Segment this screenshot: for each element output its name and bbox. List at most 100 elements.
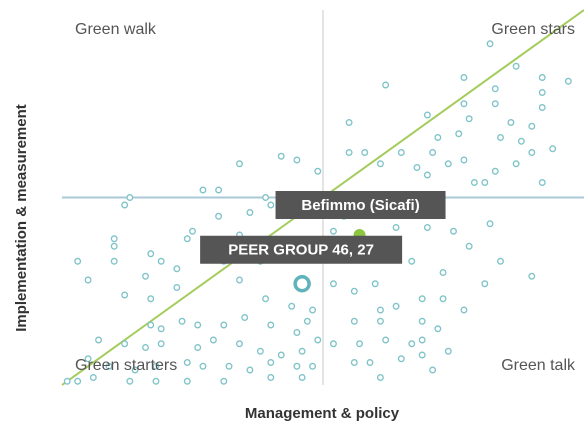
label-box — [200, 235, 403, 264]
point — [538, 89, 546, 96]
point — [121, 340, 129, 348]
point — [528, 122, 536, 130]
point — [199, 362, 207, 370]
point — [376, 317, 384, 325]
point — [423, 171, 431, 179]
point — [126, 194, 134, 201]
point — [429, 366, 437, 374]
point — [345, 119, 353, 126]
point — [236, 340, 243, 348]
point — [439, 295, 447, 303]
point — [236, 276, 243, 284]
point — [209, 336, 217, 344]
point — [157, 257, 165, 265]
point — [481, 280, 489, 288]
point — [460, 74, 468, 81]
point — [142, 272, 149, 280]
point — [293, 329, 301, 336]
point — [392, 302, 400, 310]
point — [376, 160, 384, 168]
point — [277, 351, 285, 359]
point — [366, 359, 374, 366]
point — [183, 235, 191, 243]
point — [423, 224, 431, 231]
point — [309, 362, 317, 370]
quadrant-label: Green walk — [75, 21, 157, 38]
highlight-label: Befimmo (Sicafi) — [301, 197, 419, 214]
point — [189, 227, 196, 235]
point — [298, 347, 306, 355]
point — [147, 295, 155, 303]
point — [309, 306, 317, 314]
point — [491, 167, 499, 175]
point — [408, 257, 416, 265]
point — [199, 186, 207, 194]
point — [131, 366, 139, 374]
point — [507, 119, 515, 126]
point — [538, 179, 546, 186]
point — [262, 194, 270, 201]
point — [215, 212, 223, 220]
point — [256, 347, 264, 355]
point — [267, 374, 275, 381]
point — [110, 257, 118, 265]
point — [236, 160, 243, 168]
point — [491, 100, 499, 108]
point — [408, 340, 416, 348]
point — [423, 111, 431, 119]
point — [215, 186, 223, 194]
point — [528, 272, 536, 280]
point — [277, 152, 285, 160]
quadrant-label: Green starters — [75, 357, 177, 374]
plot — [61, 9, 584, 386]
point — [397, 149, 405, 156]
point — [89, 374, 97, 381]
point — [246, 366, 254, 374]
point — [126, 377, 134, 385]
point — [465, 242, 473, 250]
point — [329, 227, 337, 235]
point — [528, 149, 536, 156]
point — [298, 374, 306, 381]
point — [262, 295, 270, 303]
point — [486, 40, 494, 48]
quadrant-label: Green stars — [491, 21, 575, 38]
point — [418, 317, 426, 325]
point — [157, 340, 165, 348]
point — [512, 62, 520, 70]
point — [413, 164, 421, 171]
point — [434, 325, 442, 333]
point — [293, 362, 301, 370]
point — [246, 209, 254, 216]
point — [241, 314, 249, 321]
point — [350, 317, 358, 325]
point — [183, 377, 191, 385]
point — [444, 347, 452, 355]
point — [121, 201, 129, 209]
point — [173, 265, 181, 273]
point — [538, 74, 546, 81]
point — [303, 317, 311, 325]
point — [74, 377, 82, 385]
point — [105, 362, 113, 370]
point — [152, 377, 160, 385]
point — [429, 149, 437, 156]
point — [392, 224, 400, 231]
point — [564, 77, 572, 85]
point — [121, 291, 129, 299]
point — [455, 130, 463, 138]
y-axis-label: Implementation & measurement — [13, 104, 30, 332]
point — [63, 377, 71, 385]
point — [497, 257, 504, 265]
point — [418, 351, 426, 359]
point — [549, 145, 557, 153]
point — [220, 321, 228, 329]
point — [350, 359, 358, 366]
point — [183, 359, 191, 366]
point — [345, 149, 353, 156]
point — [220, 377, 228, 385]
point — [450, 227, 457, 235]
point — [361, 149, 369, 156]
point — [460, 100, 468, 108]
